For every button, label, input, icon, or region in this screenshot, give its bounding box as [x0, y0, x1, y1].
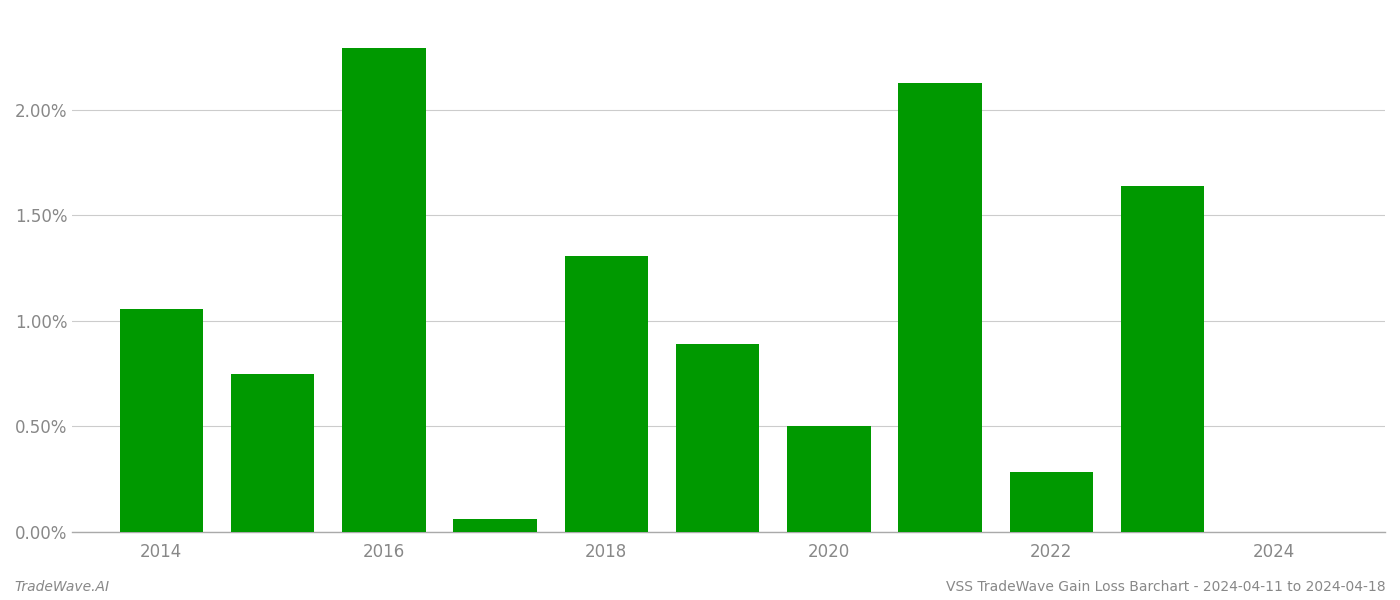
Bar	[231, 374, 315, 532]
Bar	[342, 48, 426, 532]
Bar	[899, 83, 981, 532]
Bar	[454, 518, 536, 532]
Bar	[564, 256, 648, 532]
Bar	[119, 310, 203, 532]
Text: VSS TradeWave Gain Loss Barchart - 2024-04-11 to 2024-04-18: VSS TradeWave Gain Loss Barchart - 2024-…	[946, 580, 1386, 594]
Text: TradeWave.AI: TradeWave.AI	[14, 580, 109, 594]
Bar	[787, 426, 871, 532]
Bar	[1009, 472, 1093, 532]
Bar	[1121, 186, 1204, 532]
Bar	[676, 344, 759, 532]
